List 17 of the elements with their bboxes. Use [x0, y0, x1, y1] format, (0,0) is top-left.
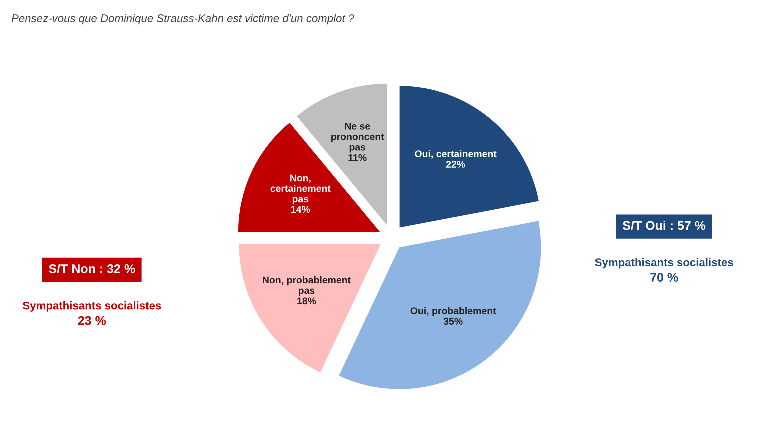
slice-label: Non, probablement pas	[263, 276, 351, 296]
data-label: 35%	[444, 318, 463, 325]
data-label: 14%	[292, 206, 310, 214]
text: 23 %	[78, 316, 106, 326]
text: Sympathisants socialistes	[23, 302, 162, 312]
text: 70 %	[650, 273, 678, 282]
slice-label: Non, certainement pas	[270, 174, 331, 205]
slice-label: Oui, certainement	[415, 150, 497, 159]
text: S/T Oui : 57 %	[623, 220, 706, 230]
slice-label: Oui, probablement	[410, 307, 496, 316]
chart-title: Pensez-vous que Dominique Strauss-Kahn est victime d'un complot ?	[12, 14, 355, 25]
text: S/T Non : 32 %	[49, 264, 136, 274]
text: Sympathisants socialistes	[595, 258, 734, 269]
data-label: 22%	[446, 161, 466, 168]
slice-label: Ne se prononcent pas	[332, 123, 384, 153]
data-label: 11%	[348, 154, 367, 162]
data-label: 18%	[298, 298, 316, 305]
